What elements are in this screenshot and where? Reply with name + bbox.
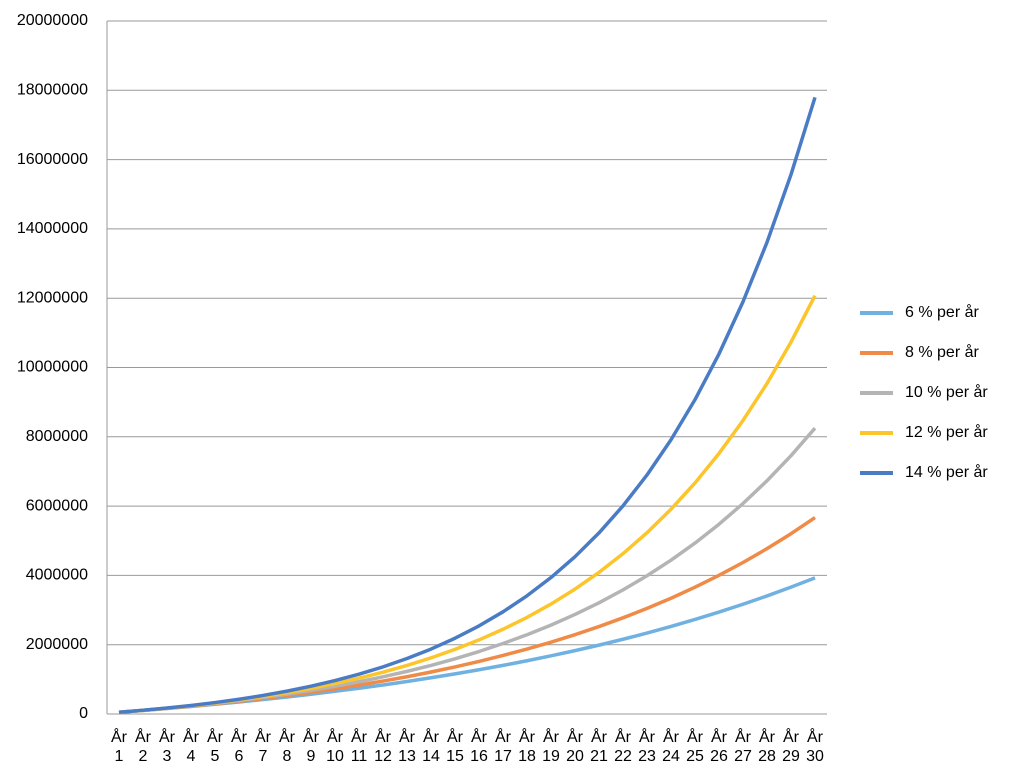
x-tick-label: År 16 xyxy=(470,729,488,765)
x-tick-label: År 29 xyxy=(782,729,800,765)
series-line xyxy=(118,294,817,715)
x-tick-label: År 4 xyxy=(183,729,199,765)
y-tick-label: 20000000 xyxy=(17,12,88,29)
x-tick-label: År 18 xyxy=(518,729,536,765)
x-tick-label: År 12 xyxy=(374,729,392,765)
legend-label: 12 % per år xyxy=(905,423,988,441)
x-tick-label: År 9 xyxy=(303,729,319,765)
x-tick-label: År 7 xyxy=(255,729,271,765)
x-tick-label: År 17 xyxy=(494,729,512,765)
x-tick-label: År 27 xyxy=(734,729,752,765)
y-tick-label: 10000000 xyxy=(17,359,88,376)
y-tick-label: 6000000 xyxy=(26,497,88,514)
y-tick-label: 2000000 xyxy=(26,636,88,653)
y-tick-label: 12000000 xyxy=(17,289,88,306)
x-tick-label: År 26 xyxy=(710,729,728,765)
legend-label: 14 % per år xyxy=(905,463,988,481)
x-tick-label: År 23 xyxy=(638,729,656,765)
y-tick-label: 18000000 xyxy=(17,82,88,99)
x-tick-label: År 10 xyxy=(326,729,344,765)
x-tick-label: År 28 xyxy=(758,729,776,765)
series-line xyxy=(118,96,817,715)
x-tick-label: År 11 xyxy=(350,729,368,765)
legend-label: 8 % per år xyxy=(905,343,979,361)
x-tick-label: År 22 xyxy=(614,729,632,765)
x-tick-label: År 20 xyxy=(566,729,584,765)
y-tick-label: 14000000 xyxy=(17,220,88,237)
x-tick-label: År 24 xyxy=(662,729,680,765)
x-tick-label: År 21 xyxy=(590,729,608,765)
x-tick-label: År 6 xyxy=(231,729,247,765)
y-tick-label: 16000000 xyxy=(17,151,88,168)
x-tick-label: År 13 xyxy=(398,729,416,765)
x-tick-label: År 1 xyxy=(111,729,127,765)
y-tick-label: 4000000 xyxy=(26,567,88,584)
y-tick-label: 8000000 xyxy=(26,428,88,445)
x-tick-label: År 8 xyxy=(279,729,295,765)
y-tick-label: 0 xyxy=(79,705,88,722)
x-tick-label: År 25 xyxy=(686,729,704,765)
legend-label: 6 % per år xyxy=(905,303,979,321)
x-tick-label: År 14 xyxy=(422,729,440,765)
x-tick-label: År 15 xyxy=(446,729,464,765)
series-line xyxy=(118,426,817,715)
legend-label: 10 % per år xyxy=(905,383,988,401)
x-tick-label: År 3 xyxy=(159,729,175,765)
x-tick-label: År 30 xyxy=(806,729,824,765)
x-tick-label: År 19 xyxy=(542,729,560,765)
x-tick-label: År 2 xyxy=(135,729,151,765)
x-tick-label: År 5 xyxy=(207,729,223,765)
